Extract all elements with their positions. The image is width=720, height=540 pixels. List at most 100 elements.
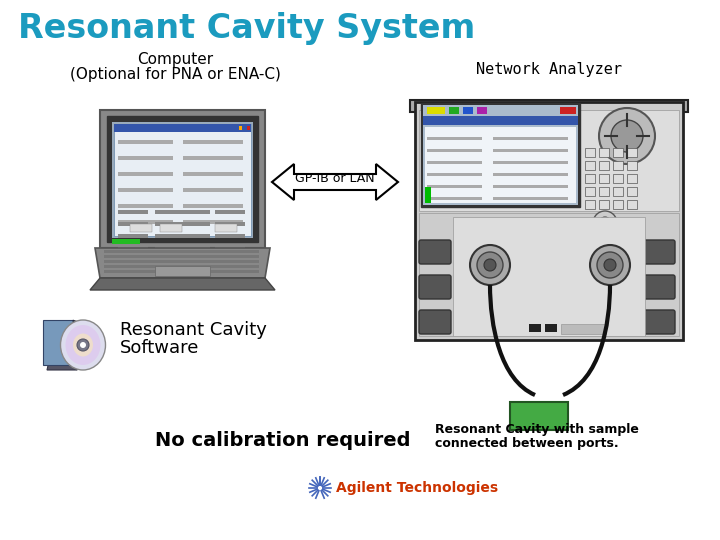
FancyBboxPatch shape	[613, 200, 623, 209]
FancyBboxPatch shape	[427, 107, 445, 114]
FancyBboxPatch shape	[560, 107, 576, 114]
FancyBboxPatch shape	[155, 246, 210, 250]
FancyBboxPatch shape	[613, 161, 623, 170]
FancyBboxPatch shape	[239, 126, 242, 130]
FancyBboxPatch shape	[104, 260, 259, 263]
Polygon shape	[95, 248, 270, 278]
FancyBboxPatch shape	[627, 200, 637, 209]
Circle shape	[599, 108, 655, 164]
Text: Software: Software	[120, 339, 199, 357]
FancyBboxPatch shape	[493, 161, 568, 164]
Polygon shape	[73, 320, 87, 370]
FancyBboxPatch shape	[107, 116, 258, 242]
FancyBboxPatch shape	[215, 246, 245, 250]
FancyBboxPatch shape	[419, 240, 451, 264]
FancyBboxPatch shape	[493, 173, 568, 176]
FancyBboxPatch shape	[183, 188, 243, 192]
Text: Resonant Cavity System: Resonant Cavity System	[18, 12, 475, 45]
FancyBboxPatch shape	[463, 107, 473, 114]
FancyBboxPatch shape	[585, 161, 595, 170]
FancyBboxPatch shape	[493, 185, 568, 188]
FancyBboxPatch shape	[419, 275, 451, 299]
FancyBboxPatch shape	[477, 107, 487, 114]
FancyBboxPatch shape	[183, 172, 243, 176]
FancyBboxPatch shape	[427, 137, 482, 140]
FancyBboxPatch shape	[449, 107, 459, 114]
FancyBboxPatch shape	[104, 270, 259, 273]
FancyBboxPatch shape	[643, 240, 675, 264]
FancyBboxPatch shape	[585, 187, 595, 196]
Circle shape	[77, 339, 89, 351]
FancyBboxPatch shape	[599, 148, 609, 157]
Circle shape	[611, 120, 643, 152]
Circle shape	[484, 259, 496, 271]
FancyBboxPatch shape	[215, 224, 237, 232]
Ellipse shape	[73, 334, 93, 356]
FancyBboxPatch shape	[104, 250, 259, 253]
FancyBboxPatch shape	[599, 161, 609, 170]
Polygon shape	[90, 278, 275, 290]
FancyBboxPatch shape	[421, 103, 580, 207]
Circle shape	[600, 235, 608, 243]
FancyBboxPatch shape	[215, 234, 245, 238]
FancyBboxPatch shape	[114, 124, 251, 132]
FancyBboxPatch shape	[585, 200, 595, 209]
Circle shape	[470, 245, 510, 285]
FancyBboxPatch shape	[118, 234, 148, 238]
Text: Agilent Technologies: Agilent Technologies	[336, 481, 498, 495]
FancyBboxPatch shape	[130, 224, 152, 232]
FancyBboxPatch shape	[155, 234, 210, 238]
FancyBboxPatch shape	[627, 148, 637, 157]
FancyBboxPatch shape	[118, 204, 173, 208]
FancyBboxPatch shape	[155, 210, 210, 214]
FancyBboxPatch shape	[247, 126, 250, 130]
FancyBboxPatch shape	[427, 149, 482, 152]
FancyBboxPatch shape	[104, 265, 259, 268]
FancyBboxPatch shape	[493, 149, 568, 152]
Circle shape	[593, 211, 617, 235]
Circle shape	[586, 235, 594, 243]
FancyBboxPatch shape	[493, 197, 568, 200]
FancyBboxPatch shape	[118, 140, 173, 144]
FancyBboxPatch shape	[627, 187, 637, 196]
Circle shape	[597, 252, 623, 278]
FancyBboxPatch shape	[643, 310, 675, 334]
FancyBboxPatch shape	[118, 222, 148, 226]
FancyBboxPatch shape	[613, 187, 623, 196]
FancyBboxPatch shape	[599, 200, 609, 209]
Text: GP-IB or LAN: GP-IB or LAN	[295, 172, 375, 185]
FancyBboxPatch shape	[425, 187, 431, 203]
FancyBboxPatch shape	[419, 110, 679, 211]
Circle shape	[614, 235, 622, 243]
FancyBboxPatch shape	[112, 239, 140, 244]
FancyBboxPatch shape	[529, 324, 541, 332]
FancyBboxPatch shape	[118, 246, 148, 250]
FancyBboxPatch shape	[643, 275, 675, 299]
Circle shape	[590, 245, 630, 285]
FancyBboxPatch shape	[419, 213, 679, 336]
FancyBboxPatch shape	[510, 402, 568, 430]
FancyBboxPatch shape	[425, 127, 576, 203]
FancyBboxPatch shape	[410, 100, 688, 112]
FancyBboxPatch shape	[493, 137, 568, 140]
FancyBboxPatch shape	[183, 220, 243, 224]
FancyBboxPatch shape	[419, 310, 451, 334]
FancyBboxPatch shape	[613, 148, 623, 157]
FancyBboxPatch shape	[423, 116, 578, 125]
FancyBboxPatch shape	[599, 174, 609, 183]
Circle shape	[80, 342, 86, 348]
Text: Resonant Cavity: Resonant Cavity	[120, 321, 267, 339]
Text: (Optional for PNA or ENA-C): (Optional for PNA or ENA-C)	[70, 67, 280, 82]
FancyBboxPatch shape	[599, 187, 609, 196]
FancyBboxPatch shape	[215, 210, 245, 214]
FancyBboxPatch shape	[427, 173, 482, 176]
FancyBboxPatch shape	[627, 161, 637, 170]
FancyBboxPatch shape	[183, 156, 243, 160]
Text: Resonant Cavity with sample: Resonant Cavity with sample	[435, 423, 639, 436]
Polygon shape	[43, 320, 73, 365]
FancyBboxPatch shape	[160, 224, 182, 232]
FancyBboxPatch shape	[112, 122, 253, 238]
Text: Network Analyzer: Network Analyzer	[476, 62, 622, 77]
FancyBboxPatch shape	[423, 105, 578, 205]
Circle shape	[604, 259, 616, 271]
